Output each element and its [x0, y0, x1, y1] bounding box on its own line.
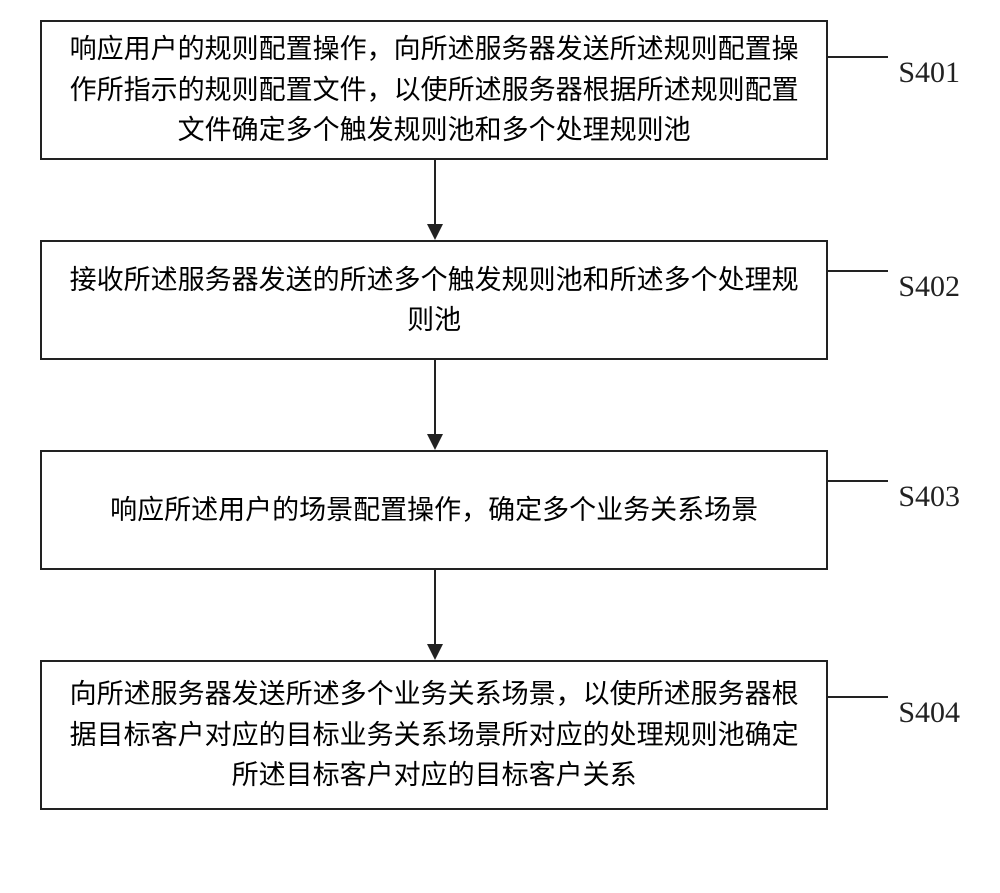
step-label-s401: S401: [898, 56, 960, 90]
arrow-down-icon: [420, 160, 450, 240]
connector: [40, 360, 830, 450]
step-box-s404: 向所述服务器发送所述多个业务关系场景，以使所述服务器根据目标客户对应的目标业务关…: [40, 660, 828, 810]
leader-line: [828, 56, 888, 58]
step-row: 响应所述用户的场景配置操作，确定多个业务关系场景 S403: [40, 450, 960, 570]
step-box-s402: 接收所述服务器发送的所述多个触发规则池和所述多个处理规则池: [40, 240, 828, 360]
leader-line: [828, 696, 888, 698]
step-text: 接收所述服务器发送的所述多个触发规则池和所述多个处理规则池: [62, 260, 806, 341]
connector: [40, 570, 830, 660]
flowchart-container: 响应用户的规则配置操作，向所述服务器发送所述规则配置操作所指示的规则配置文件，以…: [40, 20, 960, 810]
step-row: 响应用户的规则配置操作，向所述服务器发送所述规则配置操作所指示的规则配置文件，以…: [40, 20, 960, 160]
leader-line: [828, 270, 888, 272]
arrow-down-icon: [420, 360, 450, 450]
step-text: 响应用户的规则配置操作，向所述服务器发送所述规则配置操作所指示的规则配置文件，以…: [62, 29, 806, 151]
step-box-s403: 响应所述用户的场景配置操作，确定多个业务关系场景: [40, 450, 828, 570]
step-label-s404: S404: [898, 696, 960, 730]
connector: [40, 160, 830, 240]
step-row: 向所述服务器发送所述多个业务关系场景，以使所述服务器根据目标客户对应的目标业务关…: [40, 660, 960, 810]
step-box-s401: 响应用户的规则配置操作，向所述服务器发送所述规则配置操作所指示的规则配置文件，以…: [40, 20, 828, 160]
step-text: 响应所述用户的场景配置操作，确定多个业务关系场景: [110, 490, 758, 531]
arrow-down-icon: [420, 570, 450, 660]
step-label-s402: S402: [898, 270, 960, 304]
leader-line: [828, 480, 888, 482]
step-row: 接收所述服务器发送的所述多个触发规则池和所述多个处理规则池 S402: [40, 240, 960, 360]
step-label-s403: S403: [898, 480, 960, 514]
step-text: 向所述服务器发送所述多个业务关系场景，以使所述服务器根据目标客户对应的目标业务关…: [62, 674, 806, 796]
